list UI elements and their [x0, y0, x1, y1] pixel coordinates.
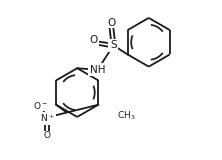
Text: O$^-$: O$^-$ [33, 100, 48, 111]
Text: O: O [90, 35, 98, 45]
Text: CH$_3$: CH$_3$ [117, 110, 135, 122]
Text: N$^+$: N$^+$ [40, 113, 55, 124]
Text: NH: NH [90, 65, 105, 75]
Text: S: S [110, 40, 117, 50]
Text: O: O [44, 131, 51, 140]
Text: O: O [107, 18, 115, 28]
